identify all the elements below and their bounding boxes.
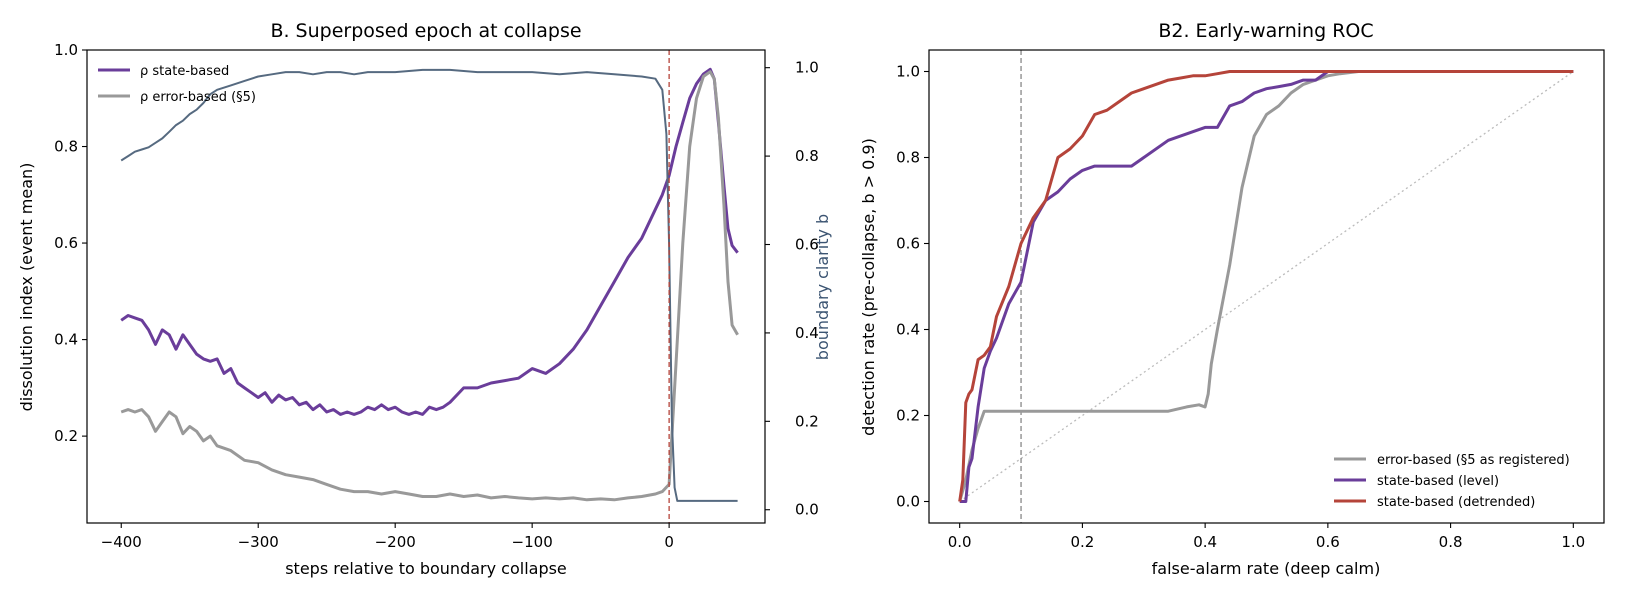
roc-curve-2: [958, 70, 1574, 502]
x-tick-label: −300: [238, 533, 279, 551]
y-axis-label: detection rate (pre-collapse, b > 0.9): [859, 138, 878, 436]
x-tick-label: 1.0: [1561, 533, 1585, 551]
y-right-tick-label: 0.8: [795, 147, 819, 165]
y-tick-label: 0.4: [896, 321, 920, 339]
legend-label: state-based (detrended): [1377, 495, 1535, 510]
legend: ρ state-based ρ error-based (§5): [98, 64, 256, 105]
y-tick-label: 0.8: [896, 149, 920, 167]
chance-diagonal: [959, 70, 1574, 503]
plot-area: [120, 50, 739, 523]
x-tick-label: −100: [512, 533, 553, 551]
x-tick-label: 0.8: [1439, 533, 1463, 551]
plot-area: [958, 50, 1574, 523]
legend: error-based (§5 as registered) state-base…: [1334, 453, 1570, 510]
y-tick-label: 1.0: [54, 41, 78, 59]
series-line-2: [120, 68, 738, 502]
series-line-0: [120, 67, 739, 416]
y-tick-label: 0.6: [896, 235, 920, 253]
y-axis-label-right: boundary clarity b: [813, 214, 832, 360]
x-axis-label: false-alarm rate (deep calm): [1152, 559, 1381, 578]
panel-b2-roc: B2. Early-warning ROC false-alarm rate (…: [859, 20, 1605, 578]
legend-label: ρ error-based (§5): [140, 90, 256, 105]
chart-title: B2. Early-warning ROC: [1158, 20, 1373, 42]
roc-curve-0: [958, 70, 1574, 502]
y-tick-label: 0.6: [54, 234, 78, 252]
x-tick-label: 0.0: [948, 533, 972, 551]
y-tick-label: 0.8: [54, 138, 78, 156]
y-tick-label: 1.0: [896, 63, 920, 81]
chart-title: B. Superposed epoch at collapse: [270, 20, 581, 42]
y-tick-label: 0.2: [54, 427, 78, 445]
x-tick-label: 0.2: [1070, 533, 1094, 551]
y-tick-label: 0.4: [54, 331, 78, 349]
series-line-1: [120, 70, 739, 502]
x-tick-label: −400: [101, 533, 142, 551]
ticks: −400 −300 −200 −100 0 0.2 0.4 0.6 0.8 1.0 0.0 0.2 0.…: [54, 41, 819, 551]
axes-frame: [86, 49, 766, 524]
y-right-tick-label: 0.6: [795, 236, 819, 254]
ticks: 0.0 0.2 0.4 0.6 0.8 1.0 0.0 0.2 0.4 0.6 0.8 1.0: [896, 63, 1585, 552]
x-axis-label: steps relative to boundary collapse: [285, 559, 567, 578]
y-right-tick-label: 0.0: [795, 501, 819, 519]
y-tick-label: 0.0: [896, 493, 920, 511]
roc-curve-1: [959, 70, 1574, 503]
y-right-tick-label: 0.2: [795, 412, 819, 430]
legend-label: ρ state-based: [140, 64, 229, 79]
x-tick-label: 0.4: [1193, 533, 1217, 551]
x-tick-label: −200: [375, 533, 416, 551]
x-tick-label: 0: [664, 533, 674, 551]
y-right-tick-label: 0.4: [795, 324, 819, 342]
axes-frame: [928, 49, 1605, 524]
y-axis-label: dissolution index (event mean): [17, 163, 36, 412]
x-tick-label: 0.6: [1316, 533, 1340, 551]
panel-b-superposed-epoch: B. Superposed epoch at collapse steps re…: [17, 20, 832, 578]
y-tick-label: 0.2: [896, 407, 920, 425]
y-right-tick-label: 1.0: [795, 59, 819, 77]
legend-label: error-based (§5 as registered): [1377, 453, 1570, 468]
legend-label: state-based (level): [1377, 474, 1499, 489]
